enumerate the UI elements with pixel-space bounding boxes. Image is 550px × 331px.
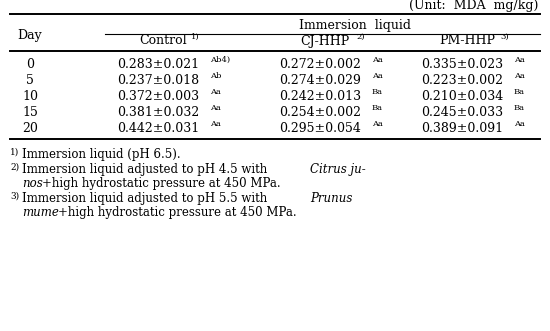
Text: 1): 1)	[191, 33, 200, 41]
Text: Aa: Aa	[210, 120, 221, 128]
Text: Immersion liquid adjusted to pH 4.5 with: Immersion liquid adjusted to pH 4.5 with	[22, 163, 271, 176]
Text: 0.237±0.018: 0.237±0.018	[117, 73, 199, 86]
Text: Aa: Aa	[210, 88, 221, 96]
Text: Aa: Aa	[514, 120, 525, 128]
Text: Ba: Ba	[514, 104, 525, 112]
Text: Immersion liquid adjusted to pH 5.5 with: Immersion liquid adjusted to pH 5.5 with	[22, 192, 271, 205]
Text: 3): 3)	[10, 192, 19, 201]
Text: 0.335±0.023: 0.335±0.023	[421, 58, 503, 71]
Text: 0.254±0.002: 0.254±0.002	[279, 106, 361, 118]
Text: CJ-HHP: CJ-HHP	[300, 34, 350, 48]
Text: 0.372±0.003: 0.372±0.003	[117, 89, 199, 103]
Text: 0.245±0.033: 0.245±0.033	[421, 106, 503, 118]
Text: nos: nos	[22, 177, 43, 190]
Text: 0.381±0.032: 0.381±0.032	[117, 106, 199, 118]
Text: Day: Day	[18, 29, 42, 42]
Text: Ba: Ba	[372, 88, 383, 96]
Text: 0.295±0.054: 0.295±0.054	[279, 121, 361, 134]
Text: 20: 20	[22, 121, 38, 134]
Text: 0.442±0.031: 0.442±0.031	[117, 121, 199, 134]
Text: +high hydrostatic pressure at 450 MPa.: +high hydrostatic pressure at 450 MPa.	[42, 177, 280, 190]
Text: 2): 2)	[356, 33, 365, 41]
Text: (Unit:  MDA  mg/kg): (Unit: MDA mg/kg)	[409, 0, 538, 13]
Text: Aa: Aa	[514, 72, 525, 80]
Text: 0.274±0.029: 0.274±0.029	[279, 73, 361, 86]
Text: Aa: Aa	[210, 104, 221, 112]
Text: 3): 3)	[500, 33, 509, 41]
Text: Aa: Aa	[372, 120, 383, 128]
Text: 0.389±0.091: 0.389±0.091	[421, 121, 503, 134]
Text: 0.210±0.034: 0.210±0.034	[421, 89, 503, 103]
Text: +high hydrostatic pressure at 450 MPa.: +high hydrostatic pressure at 450 MPa.	[58, 206, 296, 219]
Text: Immersion liquid (pH 6.5).: Immersion liquid (pH 6.5).	[22, 148, 180, 161]
Text: Prunus: Prunus	[310, 192, 353, 205]
Text: Immersion  liquid: Immersion liquid	[299, 19, 411, 31]
Text: 0.223±0.002: 0.223±0.002	[421, 73, 503, 86]
Text: Aa: Aa	[514, 56, 525, 64]
Text: Ba: Ba	[372, 104, 383, 112]
Text: 2): 2)	[10, 163, 19, 172]
Text: 10: 10	[22, 89, 38, 103]
Text: Ab4): Ab4)	[210, 56, 230, 64]
Text: 1): 1)	[10, 148, 19, 157]
Text: Ba: Ba	[514, 88, 525, 96]
Text: 0.242±0.013: 0.242±0.013	[279, 89, 361, 103]
Text: Aa: Aa	[372, 56, 383, 64]
Text: 5: 5	[26, 73, 34, 86]
Text: 0.283±0.021: 0.283±0.021	[117, 58, 199, 71]
Text: Citrus ju-: Citrus ju-	[310, 163, 366, 176]
Text: 0.272±0.002: 0.272±0.002	[279, 58, 361, 71]
Text: 15: 15	[22, 106, 38, 118]
Text: Control: Control	[139, 34, 187, 48]
Text: Ab: Ab	[210, 72, 221, 80]
Text: Aa: Aa	[372, 72, 383, 80]
Text: PM-HHP: PM-HHP	[439, 34, 495, 48]
Text: mume: mume	[22, 206, 59, 219]
Text: 0: 0	[26, 58, 34, 71]
